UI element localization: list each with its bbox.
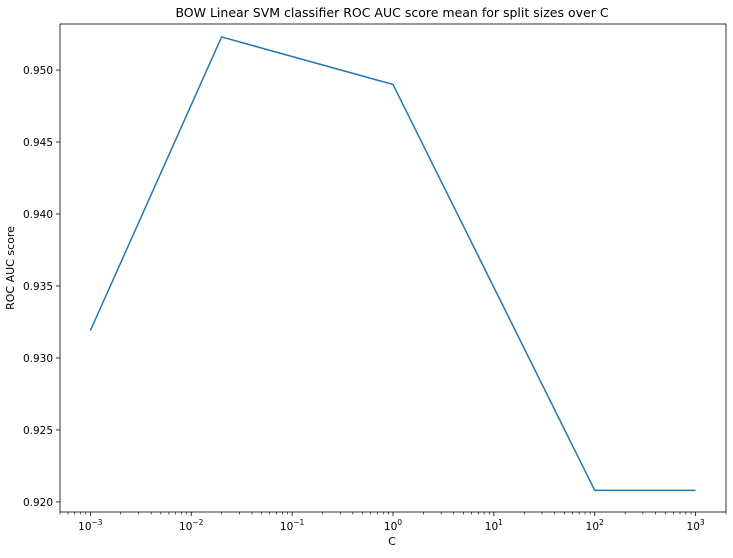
x-tick-base: 10	[586, 521, 599, 533]
chart-title: BOW Linear SVM classifier ROC AUC score …	[175, 5, 608, 20]
series-layer	[89, 36, 696, 492]
x-tick-label: 103	[687, 518, 705, 533]
x-tick-label: 100	[384, 518, 402, 533]
x-tick-label: 101	[485, 518, 503, 533]
x-tick-base: 10	[384, 521, 397, 533]
x-tick-base: 10	[78, 521, 91, 533]
y-axis-label: ROC AUC score	[4, 226, 17, 310]
y-tick-label: 0.935	[23, 281, 53, 293]
x-axis-label: C	[388, 535, 396, 548]
y-tick-label: 0.925	[23, 425, 53, 437]
x-tick-base: 10	[687, 521, 700, 533]
x-tick-exponent: −1	[293, 518, 304, 527]
x-tick-base: 10	[485, 521, 498, 533]
x-tick-exponent: 3	[700, 518, 705, 527]
plot-frame	[59, 23, 727, 513]
x-tick-label: 10−1	[280, 518, 305, 533]
x-tick-label: 10−3	[78, 518, 103, 533]
x-tick-exponent: −3	[92, 518, 103, 527]
series-line	[89, 36, 696, 492]
x-tick-base: 10	[280, 521, 293, 533]
y-tick-label: 0.940	[23, 209, 53, 221]
y-tick-label: 0.930	[23, 353, 53, 365]
x-tick-label: 10−2	[179, 518, 204, 533]
y-tick-label: 0.920	[23, 497, 53, 509]
x-tick-exponent: 2	[599, 518, 604, 527]
y-tick-label: 0.945	[23, 137, 53, 149]
x-tick-exponent: −2	[192, 518, 203, 527]
y-tick-label: 0.950	[23, 65, 53, 77]
x-tick-label: 102	[586, 518, 604, 533]
x-tick-exponent: 1	[498, 518, 503, 527]
y-axis: 0.920 0.925 0.930 0.935 0.940 0.945 0.950	[23, 65, 60, 509]
x-tick-exponent: 0	[397, 518, 402, 527]
x-axis: 10−3 10−2 10−1 100 101 102 103	[59, 512, 727, 533]
x-tick-base: 10	[179, 521, 192, 533]
